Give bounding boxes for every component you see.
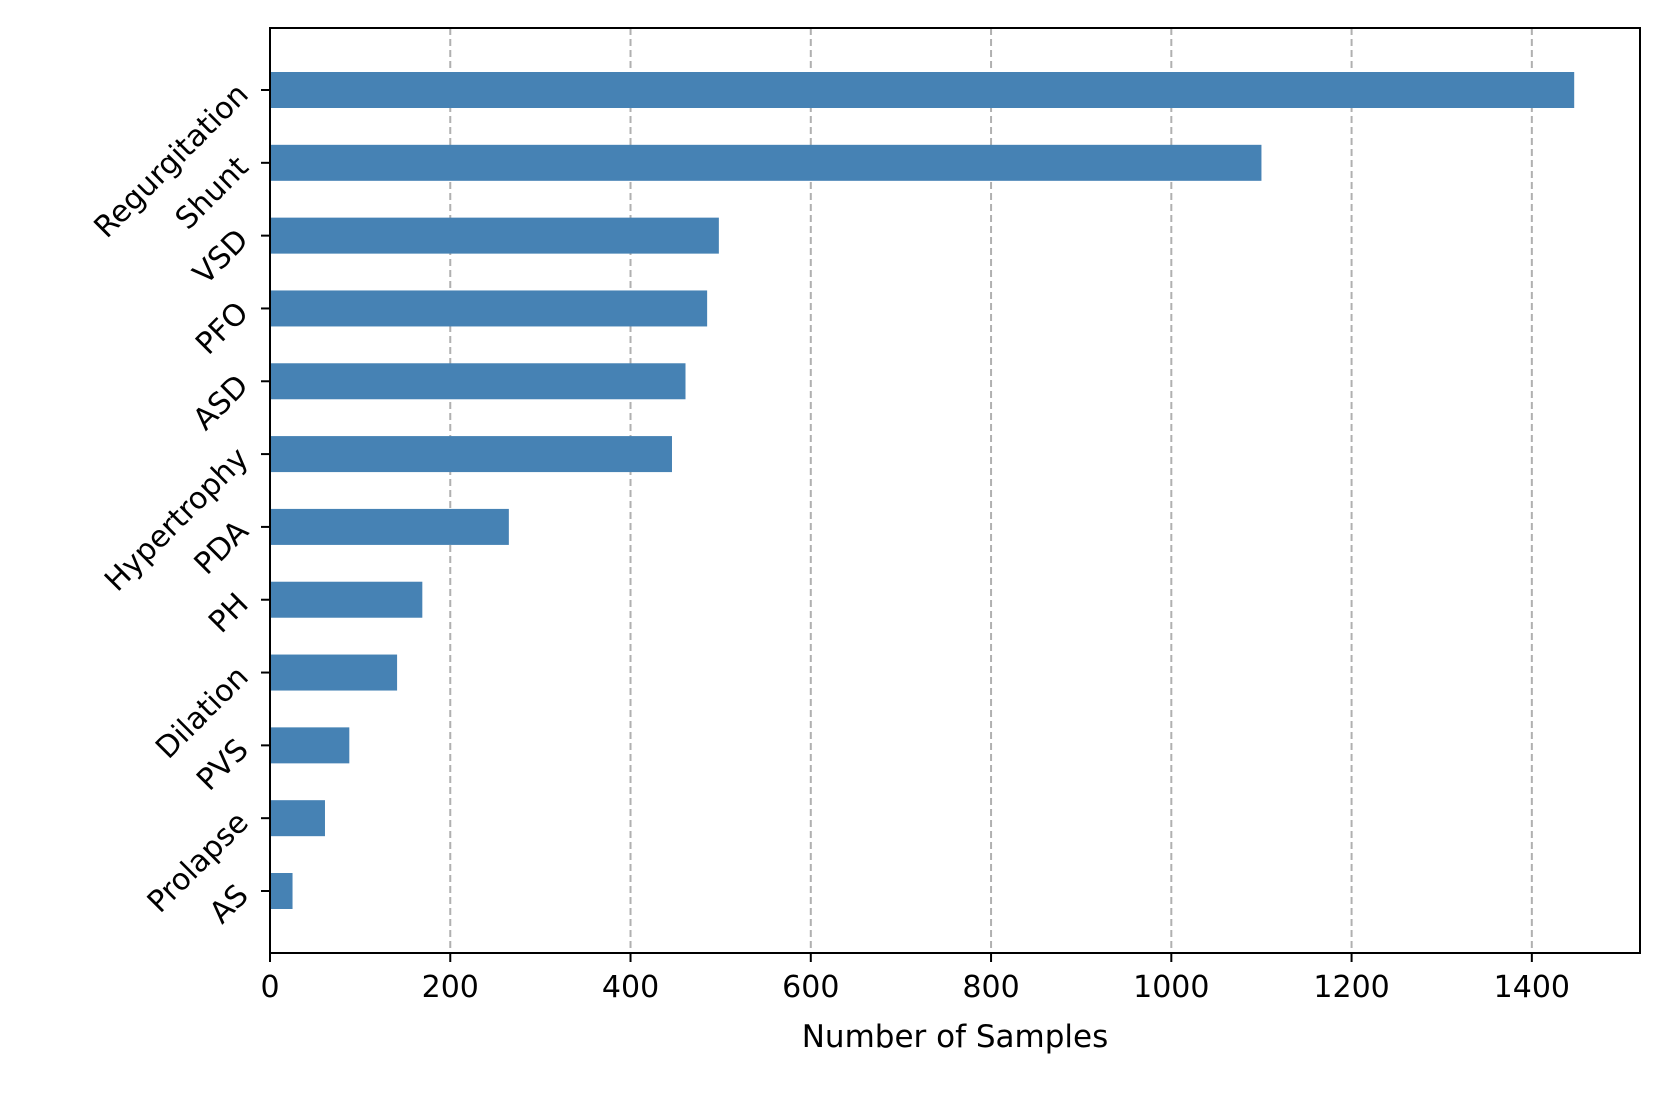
bar-shunt	[270, 144, 1262, 181]
x-axis-ticks: 0 200 400 600 800 1000 1200 1400	[260, 953, 1570, 1005]
bar-prolapse	[270, 800, 325, 837]
bar-ph	[270, 581, 423, 618]
x-axis-title: Number of Samples	[802, 1019, 1109, 1055]
bar-vsd	[270, 217, 719, 254]
bar-hypertrophy	[270, 436, 672, 473]
bar-pda	[270, 508, 509, 545]
bar-pfo	[270, 290, 708, 327]
y-tick-label: AS	[203, 878, 256, 931]
y-tick-label: PFO	[189, 295, 255, 361]
x-tick-label: 0	[260, 970, 279, 1005]
y-tick-label: PVS	[190, 732, 256, 798]
bar-as	[270, 873, 293, 909]
x-tick-label: 200	[422, 970, 479, 1005]
bar-pvs	[270, 727, 350, 764]
x-tick-label: 1000	[1133, 970, 1209, 1005]
bar-asd	[270, 363, 686, 400]
y-tick-label: PH	[202, 587, 255, 640]
x-tick-label: 600	[782, 970, 839, 1005]
bars	[270, 72, 1575, 909]
x-tick-label: 400	[602, 970, 659, 1005]
x-tick-label: 1400	[1494, 970, 1570, 1005]
grid-lines	[449, 28, 1533, 953]
y-tick-label: ASD	[187, 368, 256, 437]
x-tick-label: 1200	[1313, 970, 1389, 1005]
bar-dilation	[270, 654, 398, 691]
bar-regurgitation	[270, 72, 1575, 108]
x-tick-label: 800	[962, 970, 1019, 1005]
y-tick-label: PDA	[188, 513, 256, 581]
y-axis-ticks: RegurgitationShuntVSDPFOASDHypertrophyPD…	[87, 77, 270, 931]
plot-frame	[269, 27, 1641, 954]
